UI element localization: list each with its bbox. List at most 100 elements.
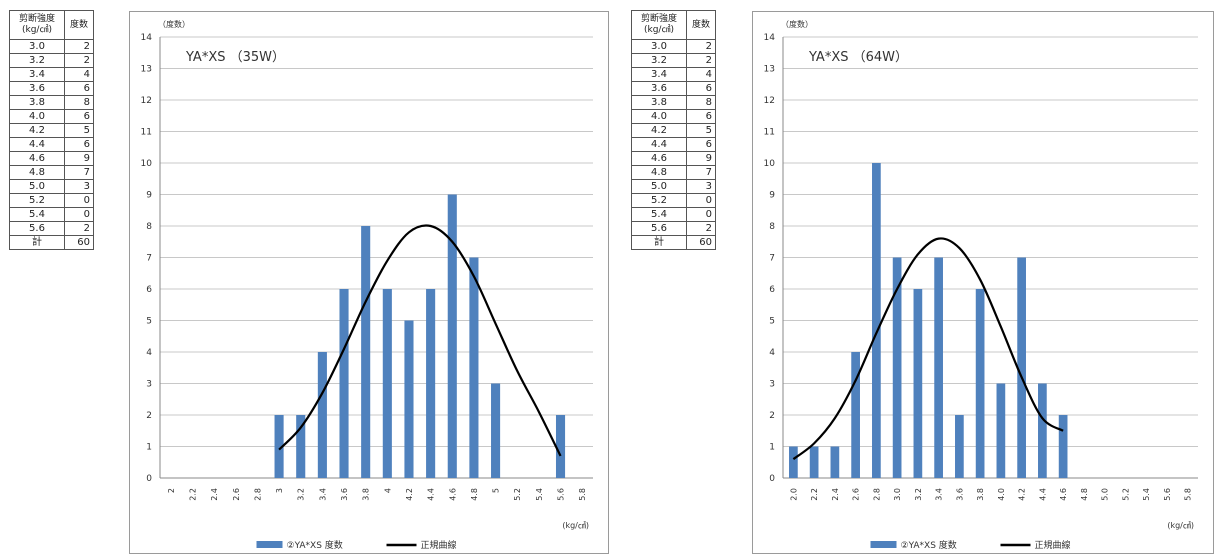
table-body: 剪断強度 (kg/㎠) 度数 3.0 2 3.2 2 3.4 4 3.6 6 3.8 8 4.0 6 4.2 5… bbox=[631, 10, 716, 250]
y-tick-label: 0 bbox=[769, 474, 775, 484]
table-total-row: 計 60 bbox=[9, 235, 94, 250]
strength-cell: 3.0 bbox=[9, 39, 65, 54]
legend-line-label: 正規曲線 bbox=[421, 539, 457, 551]
count-cell: 9 bbox=[686, 151, 716, 166]
y-axis-label: （度数） bbox=[158, 19, 190, 29]
y-tick-label: 9 bbox=[769, 191, 775, 201]
bar bbox=[955, 415, 964, 478]
x-axis-label: (kg/㎠) bbox=[562, 521, 589, 530]
table-row: 5.0 3 bbox=[9, 179, 94, 194]
table-row: 4.0 6 bbox=[631, 109, 716, 124]
bar bbox=[892, 257, 902, 478]
strength-cell: 4.4 bbox=[9, 137, 65, 152]
table-row: 3.0 2 bbox=[9, 39, 94, 54]
x-tick-label: 4.2 bbox=[405, 488, 414, 501]
strength-cell: 3.6 bbox=[631, 81, 687, 96]
strength-cell: 3.0 bbox=[631, 39, 687, 54]
header-strength: 剪断強度 (kg/㎠) bbox=[9, 10, 65, 40]
strength-cell: 4.8 bbox=[9, 165, 65, 180]
x-tick-label: 3.2 bbox=[297, 488, 306, 501]
y-tick-label: 1 bbox=[146, 443, 152, 453]
table-row: 4.2 5 bbox=[631, 123, 716, 138]
y-tick-label: 7 bbox=[769, 254, 775, 264]
total-label: 計 bbox=[9, 235, 65, 250]
table-row: 5.4 0 bbox=[9, 207, 94, 222]
y-tick-label: 14 bbox=[141, 33, 153, 43]
bar bbox=[491, 383, 501, 478]
table-row: 4.8 7 bbox=[631, 165, 716, 180]
table-row: 4.4 6 bbox=[631, 137, 716, 152]
x-tick-label: 3.8 bbox=[976, 488, 985, 501]
y-tick-label: 10 bbox=[764, 159, 776, 169]
count-cell: 5 bbox=[64, 123, 94, 138]
table-row: 3.4 4 bbox=[9, 67, 94, 82]
bar bbox=[996, 383, 1006, 478]
table-header-row: 剪断強度 (kg/㎠) 度数 bbox=[9, 10, 94, 40]
y-tick-label: 6 bbox=[146, 285, 152, 295]
strength-cell: 3.6 bbox=[9, 81, 65, 96]
y-tick-label: 5 bbox=[769, 317, 775, 327]
count-cell: 2 bbox=[686, 53, 716, 68]
legend-bar-swatch bbox=[256, 541, 283, 548]
x-tick-label: 5.6 bbox=[1163, 488, 1172, 501]
strength-cell: 4.6 bbox=[631, 151, 687, 166]
x-tick-label: 5.0 bbox=[1101, 488, 1110, 501]
x-tick-label: 3.8 bbox=[362, 488, 371, 501]
legend-bar-swatch bbox=[870, 541, 897, 548]
bar bbox=[339, 289, 349, 478]
bar bbox=[555, 415, 566, 478]
bar bbox=[934, 257, 943, 478]
count-cell: 8 bbox=[686, 95, 716, 110]
table-row: 5.2 0 bbox=[9, 193, 94, 208]
bar bbox=[1017, 257, 1026, 478]
y-tick-label: 12 bbox=[764, 96, 775, 106]
y-tick-label: 10 bbox=[141, 159, 153, 169]
count-cell: 7 bbox=[686, 165, 716, 180]
strength-cell: 3.4 bbox=[631, 67, 687, 82]
table-header-row: 剪断強度 (kg/㎠) 度数 bbox=[631, 10, 716, 40]
x-tick-label: 5.4 bbox=[535, 488, 544, 501]
strength-cell: 4.6 bbox=[9, 151, 65, 166]
x-tick-label: 3.0 bbox=[893, 488, 902, 501]
y-tick-label: 13 bbox=[141, 65, 152, 75]
x-tick-label: 4.6 bbox=[448, 488, 457, 501]
x-tick-label: 5.2 bbox=[1121, 488, 1130, 501]
count-cell: 6 bbox=[686, 109, 716, 124]
table-row: 5.6 2 bbox=[9, 221, 94, 236]
bar bbox=[382, 289, 392, 478]
table-row: 4.0 6 bbox=[9, 109, 94, 124]
count-cell: 6 bbox=[686, 137, 716, 152]
bar bbox=[975, 289, 985, 478]
x-tick-label: 4 bbox=[383, 488, 392, 493]
count-cell: 2 bbox=[64, 221, 94, 236]
count-cell: 6 bbox=[686, 81, 716, 96]
chart-64w: 0 1 2 3 4 5 6 7 8 9 10 11 12 13 14 （度数） YA*XS （64W） 2.0 2.… bbox=[752, 11, 1214, 554]
y-tick-label: 11 bbox=[141, 128, 152, 138]
strength-cell: 3.2 bbox=[9, 53, 65, 68]
x-tick-label: 3.6 bbox=[340, 488, 349, 501]
x-tick-label: 2.2 bbox=[810, 488, 819, 501]
table-row: 4.2 5 bbox=[9, 123, 94, 138]
x-tick-label: 5.8 bbox=[578, 488, 587, 501]
header-count: 度数 bbox=[686, 10, 716, 40]
count-cell: 6 bbox=[64, 81, 94, 96]
count-cell: 5 bbox=[686, 123, 716, 138]
x-tick-label: 5.8 bbox=[1184, 488, 1193, 501]
x-tick-label: 4.4 bbox=[1038, 488, 1047, 501]
x-tick-label: 3.2 bbox=[914, 488, 923, 501]
x-tick-label: 2 bbox=[167, 488, 176, 493]
table-total-row: 計 60 bbox=[631, 235, 716, 250]
strength-cell: 5.4 bbox=[631, 207, 687, 222]
strength-cell: 4.2 bbox=[631, 123, 687, 138]
strength-cell: 4.0 bbox=[9, 109, 65, 124]
strength-cell: 5.0 bbox=[631, 179, 687, 194]
count-cell: 8 bbox=[64, 95, 94, 110]
table-row: 4.6 9 bbox=[9, 151, 94, 166]
table-row: 5.2 0 bbox=[631, 193, 716, 208]
x-axis-label: (kg/㎠) bbox=[1167, 521, 1194, 530]
strength-cell: 3.8 bbox=[631, 95, 687, 110]
x-tick-label: 4.2 bbox=[1018, 488, 1027, 501]
y-tick-label: 7 bbox=[146, 254, 152, 264]
count-cell: 2 bbox=[64, 39, 94, 54]
